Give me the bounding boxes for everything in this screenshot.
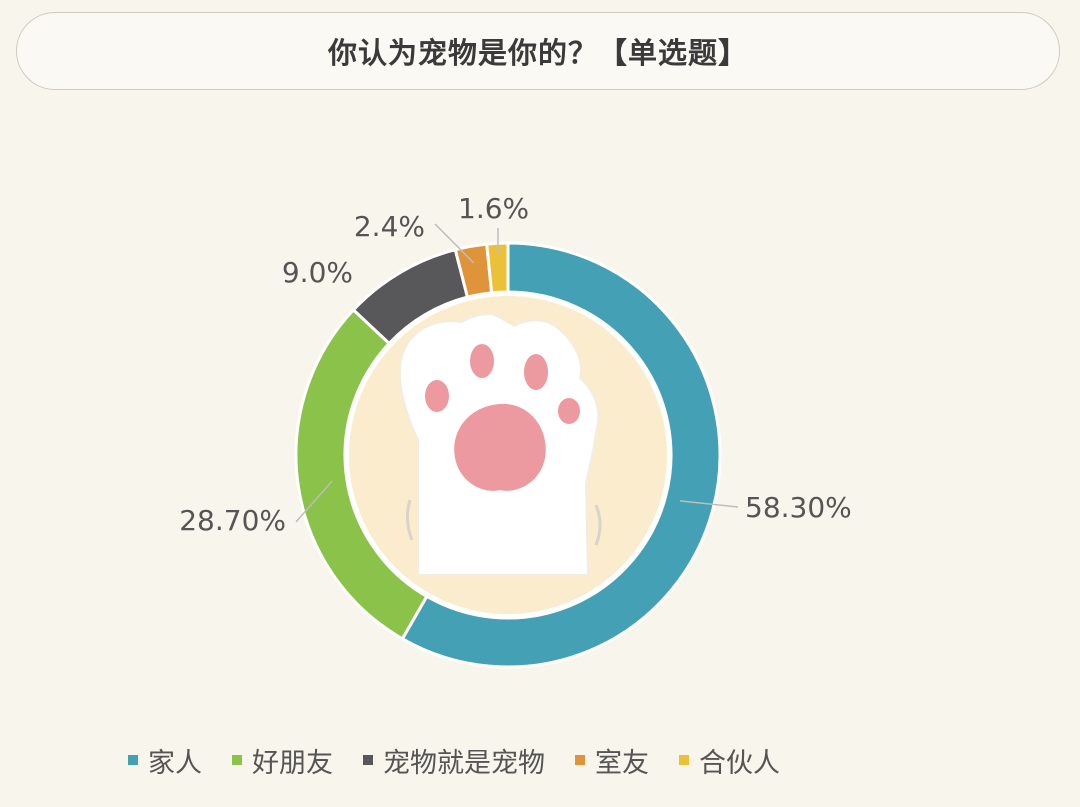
- data-label-4: 1.6%: [458, 192, 529, 225]
- legend-swatch-4: [679, 755, 689, 765]
- legend-label-1: 好朋友: [252, 747, 333, 779]
- paw-icon: [399, 312, 602, 576]
- data-label-1: 28.70%: [179, 504, 286, 537]
- leader-line-0: [679, 500, 739, 508]
- legend-item-1: 好朋友: [232, 741, 333, 780]
- legend-item-3: 室友: [575, 741, 649, 780]
- data-labels: 58.30% 28.70% 9.0%2.4% 1.6%: [179, 192, 852, 537]
- legend: 家人 好朋友 宠物就是宠物 室友 合伙人: [128, 740, 780, 780]
- leader-lines: [295, 223, 739, 523]
- donut-chart: 58.30% 28.70% 9.0%2.4% 1.6%: [179, 192, 852, 669]
- legend-label-3: 室友: [595, 747, 649, 779]
- leader-line-1: [295, 480, 333, 523]
- data-label-0: 58.30%: [745, 491, 852, 524]
- title-banner: 你认为宠物是你的？【单选题】: [16, 12, 1060, 90]
- chart-title: 你认为宠物是你的？【单选题】: [327, 36, 748, 70]
- legend-label-4: 合伙人: [699, 747, 780, 779]
- legend-item-2: 宠物就是宠物: [363, 741, 545, 780]
- slice-0: [400, 241, 722, 669]
- legend-label-2: 宠物就是宠物: [383, 747, 545, 779]
- legend-swatch-3: [575, 755, 585, 765]
- legend-swatch-2: [363, 755, 373, 765]
- leader-line-3: [434, 223, 475, 264]
- legend-swatch-0: [128, 755, 138, 765]
- legend-swatch-1: [232, 755, 242, 765]
- legend-item-0: 家人: [128, 741, 202, 780]
- data-label-3: 2.4%: [354, 210, 425, 243]
- data-label-2: 9.0%: [282, 256, 353, 289]
- legend-item-4: 合伙人: [679, 741, 780, 780]
- slice-4: [485, 241, 510, 295]
- legend-label-0: 家人: [148, 747, 202, 779]
- slices: [294, 241, 722, 669]
